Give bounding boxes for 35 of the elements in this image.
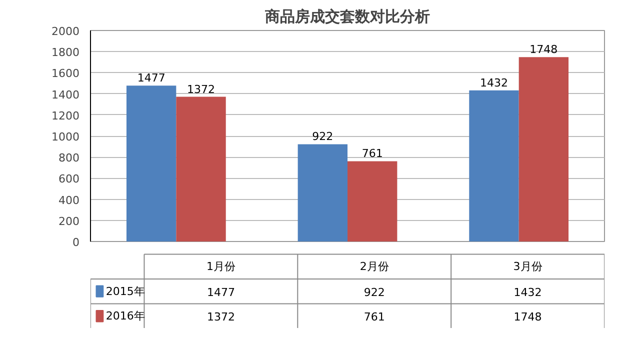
x-tick-label: 1月份 bbox=[206, 260, 236, 274]
y-tick-label: 800 bbox=[58, 152, 80, 165]
y-tick-label: 1600 bbox=[52, 67, 80, 80]
bar bbox=[126, 86, 176, 242]
bar bbox=[176, 96, 226, 242]
y-tick-label: 1800 bbox=[52, 46, 80, 60]
bar bbox=[518, 57, 569, 242]
legend-label: 2016年 bbox=[106, 310, 145, 323]
bar bbox=[298, 144, 348, 242]
y-tick-label: 400 bbox=[58, 194, 80, 207]
x-tick-label: 3月份 bbox=[513, 260, 542, 274]
y-tick-label: 0 bbox=[72, 236, 80, 249]
data-label: 922 bbox=[312, 130, 334, 144]
data-label: 1748 bbox=[530, 43, 558, 56]
chart-title: 商品房成交套数对比分析 bbox=[264, 8, 430, 26]
y-tick-label: 1200 bbox=[52, 109, 80, 122]
y-tick-label: 2000 bbox=[52, 25, 80, 38]
legend-label: 2015年 bbox=[106, 284, 145, 298]
x-tick-label: 2月份 bbox=[360, 260, 389, 274]
data-label: 761 bbox=[362, 147, 383, 160]
bar bbox=[348, 161, 398, 242]
text: 922 bbox=[364, 286, 385, 299]
data-label: 1372 bbox=[187, 82, 216, 96]
y-tick-label: 600 bbox=[58, 172, 80, 186]
data-label: 1432 bbox=[480, 76, 508, 90]
text: 1748 bbox=[514, 310, 542, 324]
text: 761 bbox=[364, 310, 385, 324]
text: 1432 bbox=[514, 286, 542, 299]
text: 1477 bbox=[206, 286, 235, 299]
data-label: 1477 bbox=[137, 72, 166, 85]
y-tick-label: 1000 bbox=[52, 130, 80, 144]
y-tick-label: 200 bbox=[58, 214, 80, 228]
text: 1372 bbox=[206, 310, 235, 324]
y-tick-label: 1400 bbox=[52, 88, 80, 102]
bar bbox=[469, 90, 519, 242]
